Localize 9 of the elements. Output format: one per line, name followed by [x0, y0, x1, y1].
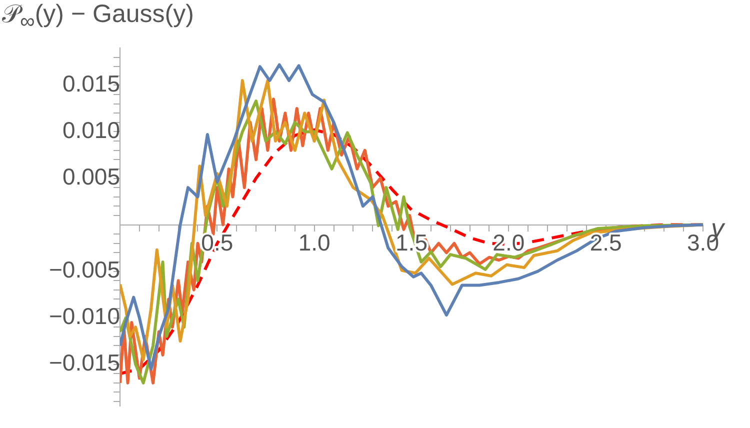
y-tick-label: −0.005: [49, 256, 120, 283]
y-tick-label: 0.015: [62, 70, 120, 97]
y-tick-label: 0.005: [62, 164, 120, 190]
x-tick-label: 2.5: [590, 230, 622, 256]
y-tick-label: −0.010: [49, 303, 120, 330]
y-axis-title: 𝒫$_{∞}$(y) − Gauss(y): [2, 0, 194, 34]
y-tick-label: 0.010: [62, 117, 120, 144]
y-tick-label: −0.015: [49, 350, 120, 376]
x-tick-label: 1.0: [298, 230, 330, 256]
